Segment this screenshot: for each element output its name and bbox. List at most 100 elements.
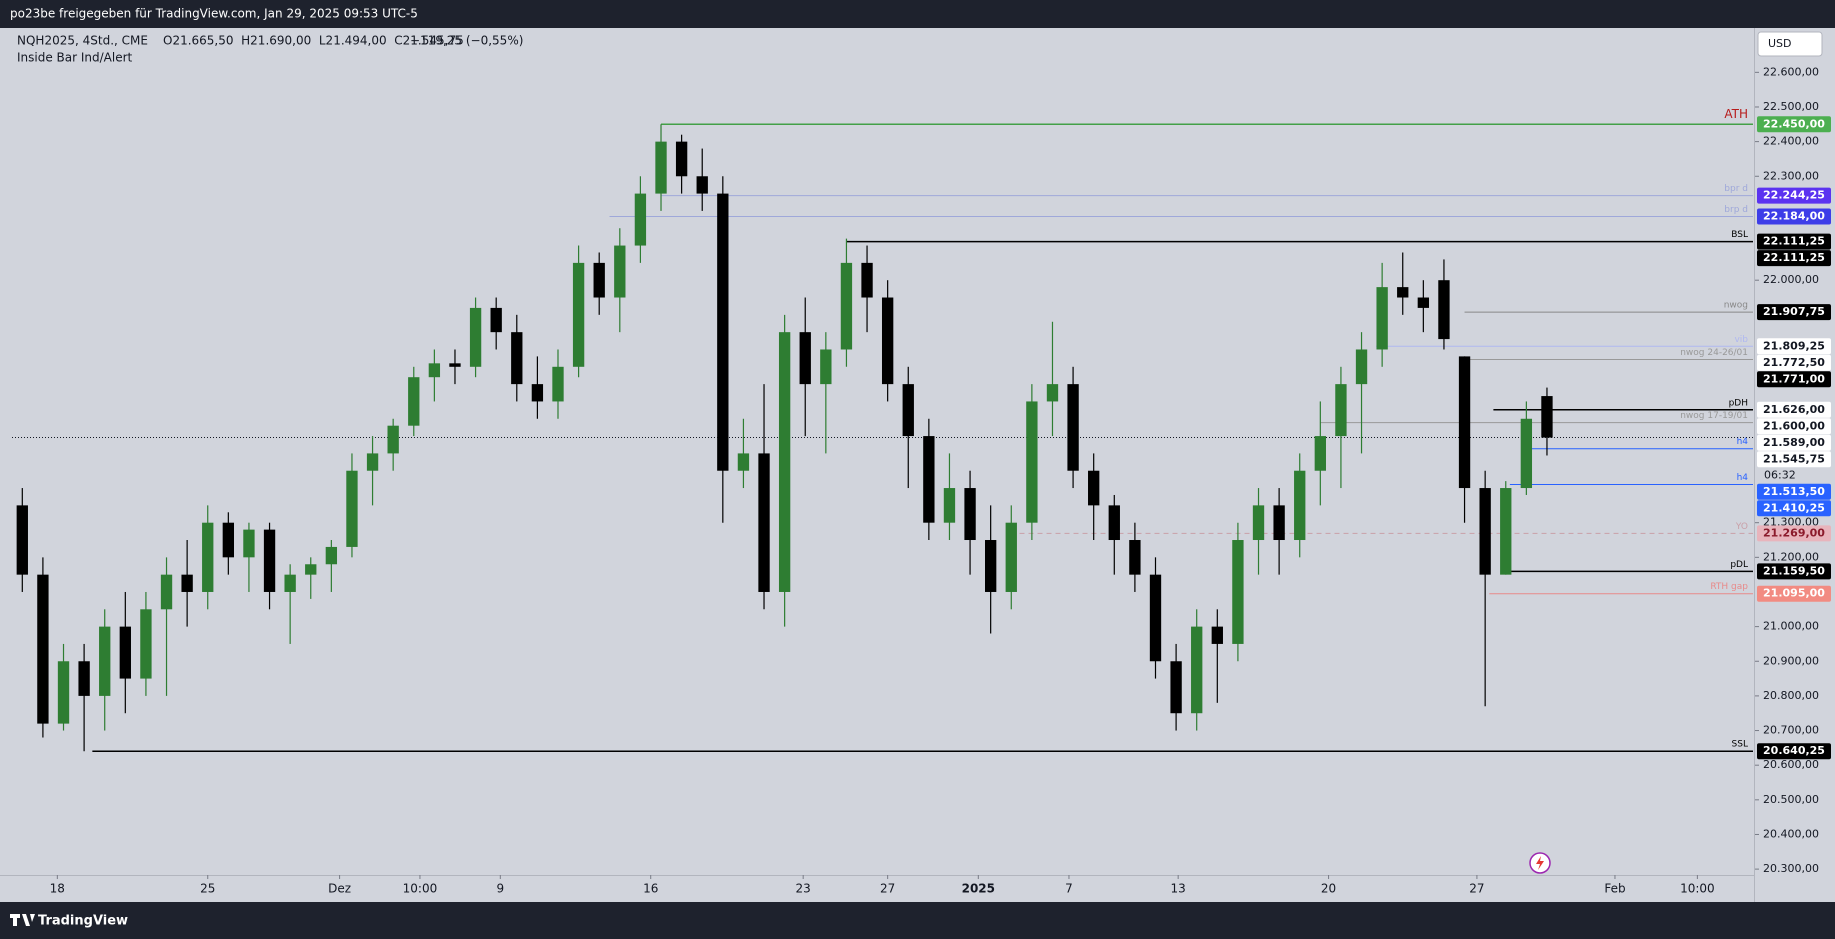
price-label-box [1757,451,1831,468]
candle-body [737,453,750,471]
x-tick-label: 16 [643,882,658,896]
candle-body [964,488,976,541]
candle-body [861,262,873,298]
currency[interactable]: USD [1768,37,1792,50]
level-label: BSL [1731,230,1748,240]
price-label: 21.410,25 [1763,501,1825,514]
price-label: 21.772,50 [1763,356,1825,369]
candle-body [675,141,688,177]
price-label-box [1757,208,1831,225]
level-label: pDL [1730,560,1748,570]
currency-button[interactable] [1757,31,1823,57]
x-tick-label: 25 [200,882,215,896]
candle-body [366,453,379,471]
candle-body [1397,287,1409,298]
x-tick-label: 23 [796,882,811,896]
candle-body [943,488,956,523]
price-label: 22.111,25 [1763,235,1825,248]
candle-body [490,307,502,333]
y-tick-label: 22.600,00 [1763,65,1819,78]
price-label: 22.450,00 [1763,117,1825,130]
x-tick-label: 13 [1171,882,1186,896]
y-tick-label: 21.200,00 [1763,550,1819,563]
candle-body [99,626,111,696]
x-tick-label: 18 [50,882,65,896]
candle-body [284,574,296,592]
candle-body [37,574,49,724]
candle-body [1211,626,1223,644]
candle-body [1149,574,1162,662]
candle-body [16,505,28,575]
x-tick-label: 27 [880,882,895,896]
y-tick-label: 20.800,00 [1763,689,1819,702]
price-label: 21.159,50 [1763,564,1825,577]
x-tick-label: 2025 [962,882,995,896]
candle-body [428,363,441,378]
candle-body [902,384,914,437]
x-tick-label: Dez [328,882,351,896]
candle-body [263,529,276,592]
candle-body [923,436,935,523]
replay-icon-bolt [1536,856,1544,870]
candle-body [1005,522,1017,592]
price-label-box [1757,354,1831,371]
candle-body [1541,396,1553,438]
level-label: nwog 17-19/01 [1680,411,1748,421]
y-tick-label: 20.600,00 [1763,758,1819,771]
price-label-box [1757,338,1831,355]
candle-body [1314,436,1326,471]
candle-body [1129,540,1141,575]
price-label-box [1757,401,1831,418]
candle-body [820,349,832,385]
candle-body [78,661,90,696]
candle-body [346,470,358,547]
candle-body [614,245,626,298]
candle-body [325,546,338,565]
y-tick-label: 20.400,00 [1763,827,1819,840]
level-label: SSL [1732,740,1748,750]
candle-body [531,384,544,402]
y-tick-label: 22.500,00 [1763,100,1819,113]
candle-body [140,609,152,679]
candle-body [1335,384,1347,437]
y-tick-label: 20.700,00 [1763,724,1819,737]
candle-body [1273,505,1285,541]
price-label-box [1757,483,1831,500]
candle-body [1500,488,1512,575]
level-label: YO [1735,522,1748,532]
price-label-box [1757,434,1831,451]
price-label-box [1757,500,1831,517]
level-label: nwog [1724,301,1748,311]
y-tick-label: 22.000,00 [1763,273,1819,286]
plot-bg [0,28,1755,902]
candle-body [511,332,523,385]
candle-body [243,529,255,558]
level-label: RTH gap [1710,582,1748,592]
price-label-box [1757,371,1831,388]
candle-body [119,626,131,679]
footer-brand: TradingView [38,914,128,929]
candle-body [469,307,482,367]
candle-body [655,141,667,194]
candle-body [717,193,729,471]
candle-body [57,661,70,724]
y-tick-label: 20.300,00 [1763,862,1819,875]
candle-body [840,262,853,350]
x-tick-label: 27 [1469,882,1484,896]
price-label: 21.589,00 [1763,436,1825,449]
level-label: h4 [1737,437,1749,447]
price-label: 21.600,00 [1763,419,1825,432]
price-label: 21.907,75 [1763,305,1825,318]
y-tick-label: 20.500,00 [1763,793,1819,806]
level-label: vib [1734,335,1748,345]
candle-body [881,297,894,385]
candle-body [1376,287,1388,350]
candle-body [449,363,461,367]
price-label: 21.095,00 [1763,587,1825,600]
price-label: 21.809,25 [1763,339,1825,352]
price-label: 22.244,25 [1763,189,1825,202]
candle-body [1170,661,1182,714]
price-label: 22.184,00 [1763,209,1825,222]
levels: ATH bpr d brp d BSL nwog vib nwog 24-26/01 pDH n… [92,107,1753,752]
